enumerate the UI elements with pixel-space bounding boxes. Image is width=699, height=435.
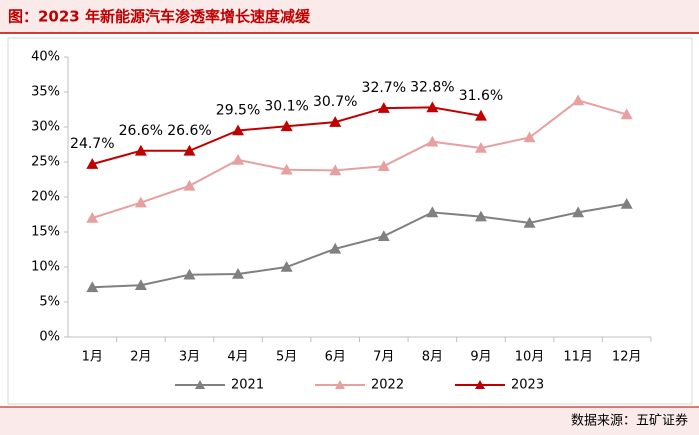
marker: [620, 108, 633, 120]
x-tick-label: 9月: [470, 350, 491, 365]
y-tick-label: 10%: [31, 260, 60, 275]
marker: [134, 279, 147, 290]
marker: [426, 101, 439, 113]
x-tick-label: 10月: [515, 350, 545, 365]
marker: [280, 120, 293, 132]
series-line: [91, 99, 627, 219]
marker: [183, 268, 196, 280]
data-label: 30.1%: [264, 98, 308, 114]
data-label: 24.7%: [70, 136, 114, 152]
title-bar: [0, 0, 699, 33]
marker: [572, 206, 585, 218]
legend-marker: [195, 380, 205, 389]
y-tick-label: 40%: [31, 50, 60, 65]
marker: [377, 160, 390, 171]
data-label: 26.6%: [119, 123, 163, 139]
y-tick-label: 35%: [31, 85, 60, 100]
x-tick-label: 6月: [325, 350, 346, 365]
marker: [280, 163, 293, 175]
series-line: [92, 203, 627, 289]
legend-marker: [475, 380, 485, 389]
x-tick-label: 4月: [227, 350, 248, 365]
marker: [474, 142, 487, 153]
legend-label: 2023: [511, 378, 544, 393]
x-tick-label: 1月: [82, 350, 103, 365]
x-tick-label: 7月: [373, 350, 394, 365]
marker: [183, 144, 196, 156]
marker: [426, 206, 439, 218]
chart-title: 图：2023 年新能源汽车渗透率增长速度减缓: [8, 8, 311, 26]
x-tick-label: 12月: [612, 350, 642, 365]
data-label: 32.7%: [362, 80, 406, 96]
data-label: 26.6%: [167, 123, 211, 139]
footer-bar: [0, 407, 699, 435]
data-label: 29.5%: [216, 103, 260, 119]
data-label: 32.8%: [410, 79, 454, 95]
marker: [426, 135, 439, 147]
x-tick-label: 5月: [276, 350, 297, 365]
marker: [134, 196, 147, 208]
marker: [86, 212, 99, 223]
data-label: 30.7%: [313, 94, 357, 110]
marker: [523, 131, 536, 143]
marker: [134, 144, 147, 156]
source: 数据来源：五矿证券: [571, 413, 688, 429]
data-label: 31.6%: [459, 88, 503, 104]
marker: [329, 164, 342, 176]
marker: [86, 281, 99, 293]
x-tick-label: 11月: [563, 350, 593, 365]
marker: [474, 210, 487, 222]
y-tick-label: 25%: [31, 155, 60, 170]
y-tick-label: 30%: [31, 120, 60, 135]
legend-label: 2021: [231, 378, 264, 393]
y-tick-label: 20%: [31, 190, 60, 205]
marker: [86, 158, 99, 169]
chart-frame: [7, 37, 693, 405]
y-tick-label: 15%: [31, 225, 60, 240]
marker: [377, 102, 390, 113]
marker: [329, 116, 342, 127]
y-tick-label: 5%: [39, 295, 60, 310]
marker: [572, 94, 585, 106]
legend-marker: [335, 380, 345, 389]
marker: [280, 261, 293, 272]
marker: [474, 109, 487, 121]
marker: [620, 198, 633, 209]
marker: [377, 230, 390, 241]
marker: [329, 242, 342, 254]
x-tick-label: 8月: [422, 350, 443, 365]
marker: [523, 216, 536, 228]
marker: [232, 153, 245, 165]
marker: [232, 268, 245, 279]
x-tick-label: 2月: [130, 350, 151, 365]
legend-label: 2022: [371, 378, 404, 393]
marker: [232, 124, 245, 136]
marker: [183, 179, 196, 191]
x-tick-label: 3月: [179, 350, 200, 365]
y-tick-label: 0%: [39, 330, 60, 345]
